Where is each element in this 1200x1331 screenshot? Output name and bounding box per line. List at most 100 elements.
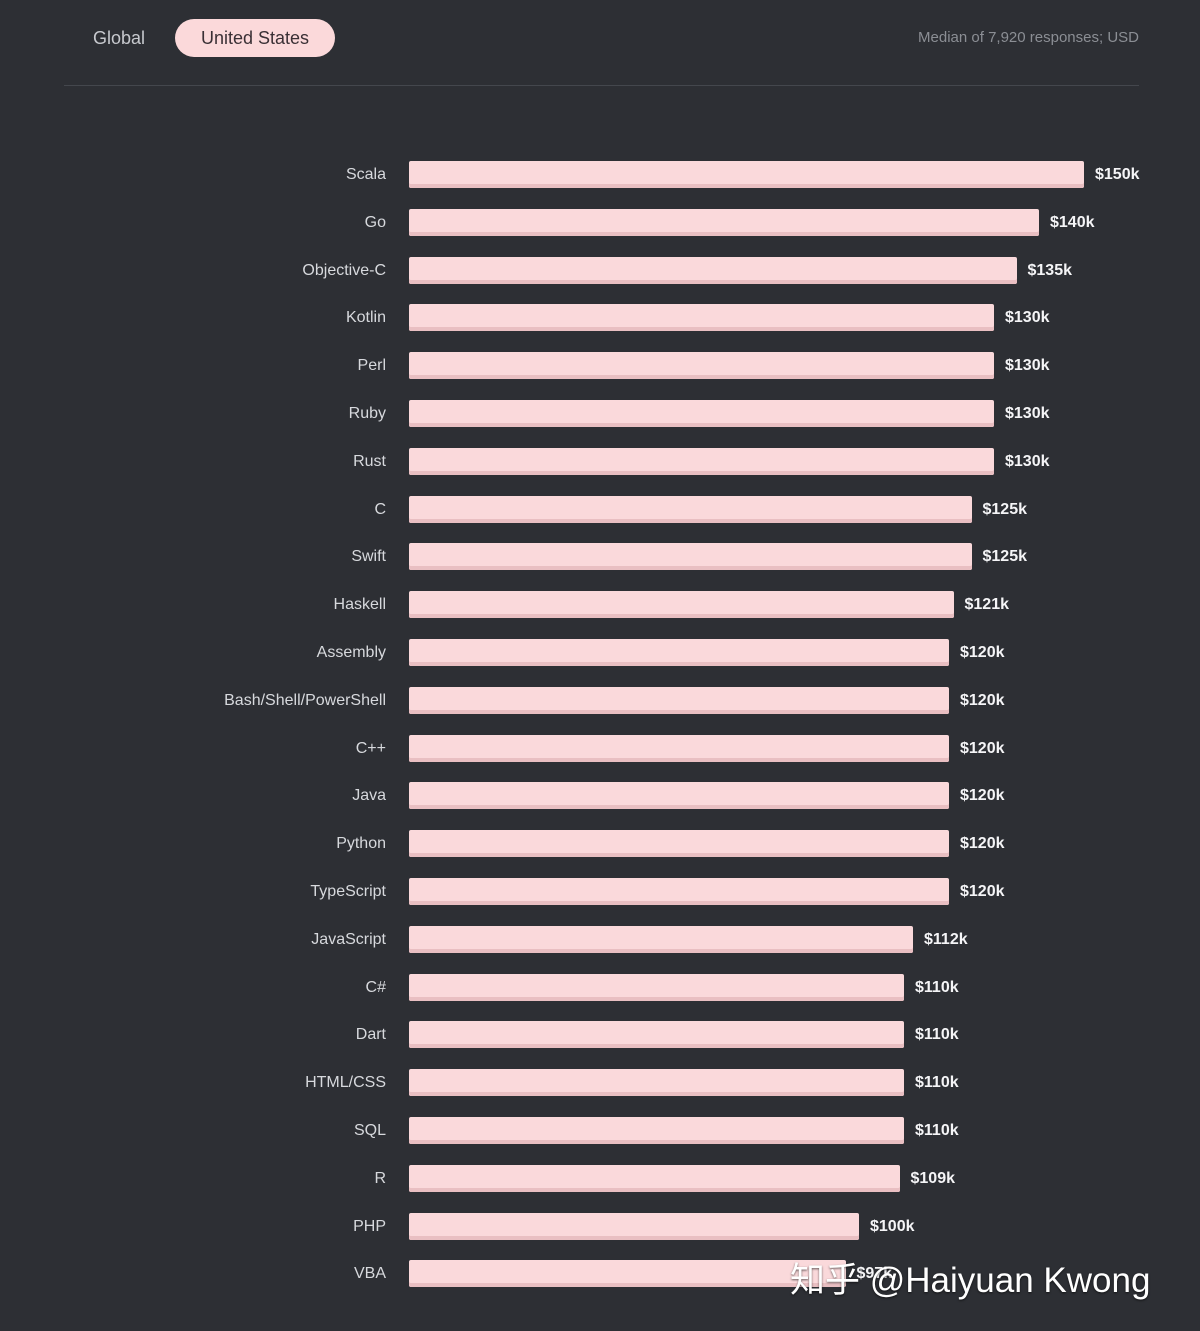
- bar-row: C $125k: [0, 495, 1200, 525]
- category-label: C++: [355, 739, 386, 757]
- category-label: Rust: [353, 452, 386, 470]
- bar: [409, 830, 949, 858]
- bar: [409, 686, 949, 714]
- bar-row: Ruby $130k: [0, 399, 1200, 429]
- bar-row: JavaScript $112k: [0, 925, 1200, 955]
- value-label: $140k: [1050, 213, 1095, 231]
- bar-row: Python $120k: [0, 829, 1200, 859]
- value-label: $125k: [982, 548, 1028, 566]
- value-label: $120k: [960, 644, 1005, 661]
- bar-row: Objective-C $135k: [0, 256, 1200, 286]
- bar: [409, 1117, 904, 1144]
- bar: [409, 1021, 904, 1049]
- bar: [409, 591, 954, 619]
- header-divider: [64, 85, 1139, 86]
- category-label: Objective-C: [302, 261, 386, 279]
- category-label: Perl: [357, 357, 386, 375]
- value-label: $110k: [915, 1122, 959, 1139]
- bar-row: Assembly $120k: [0, 638, 1200, 668]
- bar-row: Perl $130k: [0, 351, 1200, 381]
- category-label: Go: [364, 213, 386, 231]
- bar: [409, 782, 949, 810]
- category-label: TypeScript: [310, 883, 386, 900]
- category-label: Kotlin: [345, 309, 386, 327]
- value-label: $130k: [1005, 452, 1050, 470]
- responses-note: Median of 7,920 responses; USD: [918, 29, 1139, 46]
- bar: [409, 1069, 904, 1097]
- bar: [409, 543, 972, 571]
- category-label: VBA: [353, 1265, 386, 1283]
- value-label: $135k: [1027, 261, 1073, 279]
- value-label: $130k: [1005, 357, 1050, 375]
- category-label: C#: [365, 978, 386, 996]
- salary-bar-chart: Scala $150k Go $140k Objective-C $135k Kotlin $…: [0, 150, 1200, 1300]
- bar: [409, 639, 949, 666]
- value-label: $120k: [960, 835, 1005, 853]
- bar: [409, 161, 1084, 188]
- bar-row: Swift $125k: [0, 542, 1200, 572]
- category-label: Dart: [355, 1026, 386, 1044]
- bar-row: TypeScript $120k: [0, 877, 1200, 907]
- value-label: $120k: [960, 883, 1005, 900]
- region-tabs: Global United States: [64, 17, 335, 59]
- bar-row: Haskell $121k: [0, 590, 1200, 620]
- tab-united-states[interactable]: United States: [175, 19, 335, 57]
- tab-global[interactable]: Global: [92, 27, 146, 48]
- value-label: $125k: [982, 500, 1028, 518]
- bar: [409, 304, 994, 332]
- bar: [409, 208, 1039, 236]
- category-label: PHP: [353, 1217, 386, 1235]
- bar-row: PHP $100k: [0, 1212, 1200, 1242]
- bar-row: Dart $110k: [0, 1020, 1200, 1050]
- category-label: Scala: [345, 166, 386, 183]
- bar-row: C# $110k: [0, 973, 1200, 1003]
- bar-row: Scala $150k: [0, 160, 1200, 190]
- value-label: $120k: [960, 739, 1005, 757]
- bar: [409, 495, 972, 523]
- bar: [409, 1212, 859, 1240]
- bar: [409, 1164, 900, 1192]
- bar: [409, 1260, 846, 1288]
- category-label: Python: [336, 835, 386, 853]
- bar: [409, 256, 1017, 284]
- value-label: $120k: [960, 691, 1005, 709]
- value-label: $97k: [856, 1265, 893, 1283]
- bar: [409, 352, 994, 380]
- watermark: 知乎 @Haiyuan Kwong: [790, 1261, 1151, 1300]
- category-label: Ruby: [348, 405, 386, 422]
- category-label: C: [374, 500, 386, 518]
- category-label: Bash/Shell/PowerShell: [224, 691, 386, 709]
- value-label: $109k: [910, 1169, 956, 1187]
- category-label: JavaScript: [311, 930, 386, 948]
- value-label: $121k: [964, 596, 1010, 614]
- value-label: $110k: [915, 1026, 959, 1044]
- category-label: Java: [352, 787, 386, 805]
- bar: [409, 878, 949, 905]
- value-label: $150k: [1095, 166, 1140, 183]
- bar: [409, 925, 913, 953]
- bar: [409, 734, 949, 762]
- value-label: $110k: [915, 978, 959, 996]
- bar-row: SQL $110k: [0, 1116, 1200, 1146]
- bar-row: R $109k: [0, 1164, 1200, 1194]
- bar-row: HTML/CSS $110k: [0, 1068, 1200, 1098]
- category-label: Haskell: [333, 596, 386, 614]
- value-label: $100k: [870, 1217, 915, 1235]
- bar-row: Java $120k: [0, 781, 1200, 811]
- bar-row: VBA $97k: [0, 1259, 1200, 1289]
- bar: [409, 447, 994, 475]
- value-label: $130k: [1005, 309, 1050, 327]
- bar: [409, 400, 994, 427]
- category-label: R: [374, 1169, 386, 1187]
- category-label: HTML/CSS: [305, 1074, 386, 1092]
- bar-row: C++ $120k: [0, 734, 1200, 764]
- bar-row: Rust $130k: [0, 447, 1200, 477]
- value-label: $120k: [960, 787, 1005, 805]
- bar: [409, 973, 904, 1001]
- value-label: $130k: [1005, 405, 1050, 422]
- value-label: $110k: [915, 1074, 959, 1092]
- category-label: SQL: [353, 1122, 386, 1139]
- bar-row: Kotlin $130k: [0, 303, 1200, 333]
- bar-row: Bash/Shell/PowerShell $120k: [0, 686, 1200, 716]
- bar-row: Go $140k: [0, 208, 1200, 238]
